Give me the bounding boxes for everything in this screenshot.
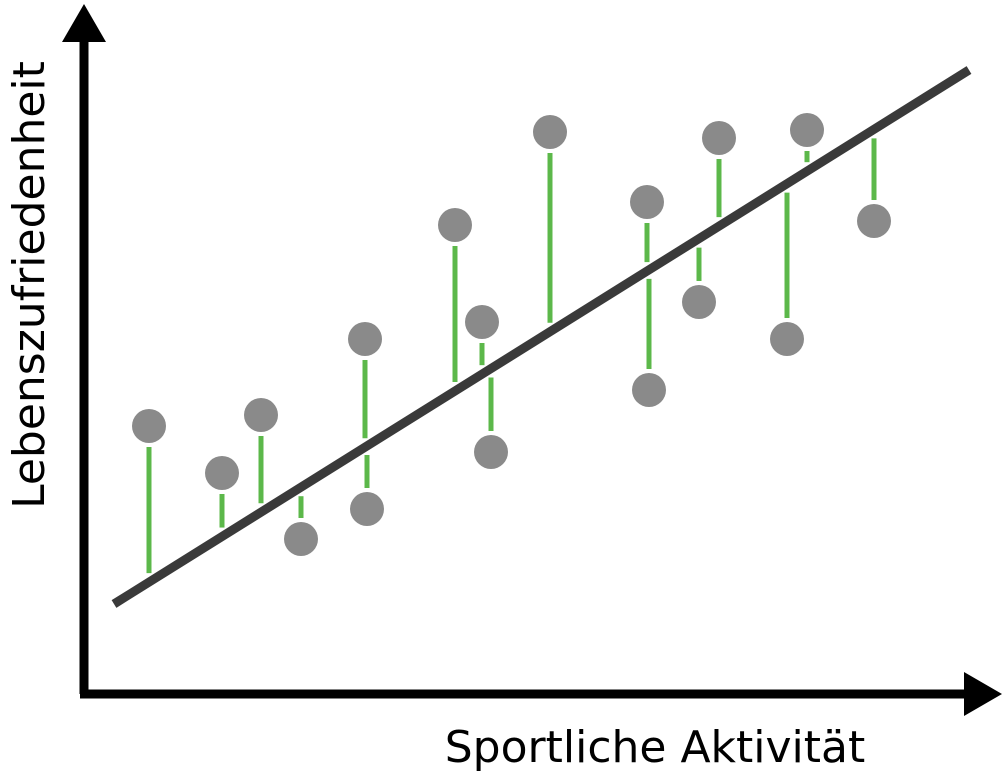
- data-point: [438, 208, 472, 242]
- data-point: [533, 115, 567, 149]
- data-point: [465, 305, 499, 339]
- data-point: [350, 492, 384, 526]
- data-points: [132, 113, 891, 556]
- data-point: [857, 204, 891, 238]
- y-axis-arrow-icon: [62, 4, 106, 42]
- x-axis-arrow-icon: [964, 672, 1002, 716]
- data-point: [632, 373, 666, 407]
- data-point: [132, 409, 166, 443]
- data-point: [630, 185, 664, 219]
- data-point: [474, 435, 508, 469]
- data-point: [205, 456, 239, 490]
- data-point: [284, 522, 318, 556]
- data-point: [348, 322, 382, 356]
- data-point: [702, 121, 736, 155]
- regression-line: [111, 66, 972, 608]
- data-point: [244, 398, 278, 432]
- x-axis-label: Sportliche Aktivität: [445, 722, 866, 773]
- data-point: [790, 113, 824, 147]
- data-point: [682, 285, 716, 319]
- residual-lines: [146, 138, 877, 574]
- data-point: [770, 322, 804, 356]
- y-axis-label: Lebenszufriedenheit: [4, 61, 55, 509]
